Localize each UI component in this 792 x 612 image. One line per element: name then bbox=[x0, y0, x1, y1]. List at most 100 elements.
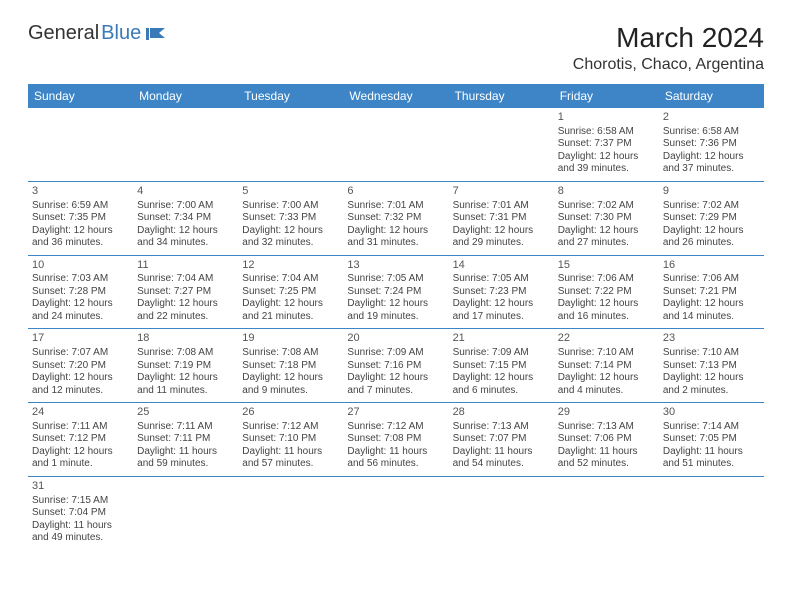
daylight-text: Daylight: 12 hours and 1 minute. bbox=[32, 446, 129, 471]
sunrise-text: Sunrise: 7:10 AM bbox=[663, 347, 760, 360]
day-number: 13 bbox=[347, 259, 444, 273]
sunrise-text: Sunrise: 7:12 AM bbox=[242, 421, 339, 434]
day-number: 31 bbox=[32, 480, 129, 494]
sunset-text: Sunset: 7:23 PM bbox=[453, 286, 550, 299]
sunset-text: Sunset: 7:13 PM bbox=[663, 360, 760, 373]
flag-icon bbox=[145, 26, 167, 42]
calendar-cell: 26Sunrise: 7:12 AMSunset: 7:10 PMDayligh… bbox=[238, 403, 343, 477]
sunset-text: Sunset: 7:34 PM bbox=[137, 212, 234, 225]
daylight-text: Daylight: 12 hours and 17 minutes. bbox=[453, 298, 550, 323]
daylight-text: Daylight: 12 hours and 4 minutes. bbox=[558, 372, 655, 397]
sunrise-text: Sunrise: 6:58 AM bbox=[663, 126, 760, 139]
daylight-text: Daylight: 12 hours and 6 minutes. bbox=[453, 372, 550, 397]
day-number: 8 bbox=[558, 185, 655, 199]
daylight-text: Daylight: 11 hours and 54 minutes. bbox=[453, 446, 550, 471]
sunset-text: Sunset: 7:06 PM bbox=[558, 433, 655, 446]
day-number: 3 bbox=[32, 185, 129, 199]
sunrise-text: Sunrise: 7:08 AM bbox=[137, 347, 234, 360]
sunset-text: Sunset: 7:21 PM bbox=[663, 286, 760, 299]
sunset-text: Sunset: 7:25 PM bbox=[242, 286, 339, 299]
calendar-cell: 14Sunrise: 7:05 AMSunset: 7:23 PMDayligh… bbox=[449, 255, 554, 329]
location: Chorotis, Chaco, Argentina bbox=[573, 56, 764, 74]
calendar-cell: 30Sunrise: 7:14 AMSunset: 7:05 PMDayligh… bbox=[659, 403, 764, 477]
day-number: 24 bbox=[32, 406, 129, 420]
daylight-text: Daylight: 12 hours and 19 minutes. bbox=[347, 298, 444, 323]
day-number: 20 bbox=[347, 332, 444, 346]
sunrise-text: Sunrise: 7:12 AM bbox=[347, 421, 444, 434]
calendar-cell: 10Sunrise: 7:03 AMSunset: 7:28 PMDayligh… bbox=[28, 255, 133, 329]
day-number: 2 bbox=[663, 111, 760, 125]
calendar-cell bbox=[133, 476, 238, 549]
daylight-text: Daylight: 12 hours and 24 minutes. bbox=[32, 298, 129, 323]
sunset-text: Sunset: 7:28 PM bbox=[32, 286, 129, 299]
sunset-text: Sunset: 7:31 PM bbox=[453, 212, 550, 225]
sunset-text: Sunset: 7:14 PM bbox=[558, 360, 655, 373]
day-number: 27 bbox=[347, 406, 444, 420]
sunrise-text: Sunrise: 7:11 AM bbox=[137, 421, 234, 434]
sunrise-text: Sunrise: 7:05 AM bbox=[347, 273, 444, 286]
sunrise-text: Sunrise: 7:13 AM bbox=[453, 421, 550, 434]
calendar-cell: 21Sunrise: 7:09 AMSunset: 7:15 PMDayligh… bbox=[449, 329, 554, 403]
sunrise-text: Sunrise: 7:11 AM bbox=[32, 421, 129, 434]
sunset-text: Sunset: 7:27 PM bbox=[137, 286, 234, 299]
sunset-text: Sunset: 7:32 PM bbox=[347, 212, 444, 225]
sunrise-text: Sunrise: 7:10 AM bbox=[558, 347, 655, 360]
calendar-row: 17Sunrise: 7:07 AMSunset: 7:20 PMDayligh… bbox=[28, 329, 764, 403]
sunrise-text: Sunrise: 7:04 AM bbox=[137, 273, 234, 286]
calendar-table: Sunday Monday Tuesday Wednesday Thursday… bbox=[28, 84, 764, 550]
sunrise-text: Sunrise: 7:13 AM bbox=[558, 421, 655, 434]
sunset-text: Sunset: 7:20 PM bbox=[32, 360, 129, 373]
sunrise-text: Sunrise: 7:02 AM bbox=[663, 200, 760, 213]
daylight-text: Daylight: 12 hours and 2 minutes. bbox=[663, 372, 760, 397]
sunrise-text: Sunrise: 7:14 AM bbox=[663, 421, 760, 434]
sunset-text: Sunset: 7:08 PM bbox=[347, 433, 444, 446]
calendar-cell bbox=[449, 476, 554, 549]
day-number: 26 bbox=[242, 406, 339, 420]
calendar-cell bbox=[659, 476, 764, 549]
calendar-cell: 16Sunrise: 7:06 AMSunset: 7:21 PMDayligh… bbox=[659, 255, 764, 329]
calendar-cell bbox=[343, 108, 448, 181]
calendar-cell: 18Sunrise: 7:08 AMSunset: 7:19 PMDayligh… bbox=[133, 329, 238, 403]
daylight-text: Daylight: 11 hours and 51 minutes. bbox=[663, 446, 760, 471]
calendar-cell: 15Sunrise: 7:06 AMSunset: 7:22 PMDayligh… bbox=[554, 255, 659, 329]
sunrise-text: Sunrise: 7:03 AM bbox=[32, 273, 129, 286]
day-number: 4 bbox=[137, 185, 234, 199]
daylight-text: Daylight: 12 hours and 39 minutes. bbox=[558, 151, 655, 176]
day-number: 10 bbox=[32, 259, 129, 273]
logo: GeneralBlue bbox=[28, 22, 167, 45]
day-number: 6 bbox=[347, 185, 444, 199]
daylight-text: Daylight: 11 hours and 56 minutes. bbox=[347, 446, 444, 471]
sunset-text: Sunset: 7:15 PM bbox=[453, 360, 550, 373]
calendar-cell bbox=[238, 108, 343, 181]
day-header: Saturday bbox=[659, 84, 764, 108]
calendar-cell bbox=[343, 476, 448, 549]
day-header: Thursday bbox=[449, 84, 554, 108]
calendar-cell: 29Sunrise: 7:13 AMSunset: 7:06 PMDayligh… bbox=[554, 403, 659, 477]
sunset-text: Sunset: 7:35 PM bbox=[32, 212, 129, 225]
calendar-row: 24Sunrise: 7:11 AMSunset: 7:12 PMDayligh… bbox=[28, 403, 764, 477]
day-number: 12 bbox=[242, 259, 339, 273]
sunrise-text: Sunrise: 7:01 AM bbox=[347, 200, 444, 213]
sunrise-text: Sunrise: 7:09 AM bbox=[453, 347, 550, 360]
day-number: 28 bbox=[453, 406, 550, 420]
calendar-cell: 5Sunrise: 7:00 AMSunset: 7:33 PMDaylight… bbox=[238, 181, 343, 255]
calendar-cell: 12Sunrise: 7:04 AMSunset: 7:25 PMDayligh… bbox=[238, 255, 343, 329]
calendar-cell: 27Sunrise: 7:12 AMSunset: 7:08 PMDayligh… bbox=[343, 403, 448, 477]
calendar-row: 31Sunrise: 7:15 AMSunset: 7:04 PMDayligh… bbox=[28, 476, 764, 549]
calendar-row: 3Sunrise: 6:59 AMSunset: 7:35 PMDaylight… bbox=[28, 181, 764, 255]
header: GeneralBlue March 2024 Chorotis, Chaco, … bbox=[28, 22, 764, 74]
calendar-cell: 11Sunrise: 7:04 AMSunset: 7:27 PMDayligh… bbox=[133, 255, 238, 329]
daylight-text: Daylight: 12 hours and 7 minutes. bbox=[347, 372, 444, 397]
calendar-cell: 1Sunrise: 6:58 AMSunset: 7:37 PMDaylight… bbox=[554, 108, 659, 181]
calendar-row: 10Sunrise: 7:03 AMSunset: 7:28 PMDayligh… bbox=[28, 255, 764, 329]
day-number: 18 bbox=[137, 332, 234, 346]
sunset-text: Sunset: 7:05 PM bbox=[663, 433, 760, 446]
daylight-text: Daylight: 12 hours and 9 minutes. bbox=[242, 372, 339, 397]
day-header: Sunday bbox=[28, 84, 133, 108]
calendar-cell: 6Sunrise: 7:01 AMSunset: 7:32 PMDaylight… bbox=[343, 181, 448, 255]
sunset-text: Sunset: 7:36 PM bbox=[663, 138, 760, 151]
calendar-cell: 2Sunrise: 6:58 AMSunset: 7:36 PMDaylight… bbox=[659, 108, 764, 181]
daylight-text: Daylight: 12 hours and 26 minutes. bbox=[663, 225, 760, 250]
daylight-text: Daylight: 11 hours and 52 minutes. bbox=[558, 446, 655, 471]
day-number: 11 bbox=[137, 259, 234, 273]
